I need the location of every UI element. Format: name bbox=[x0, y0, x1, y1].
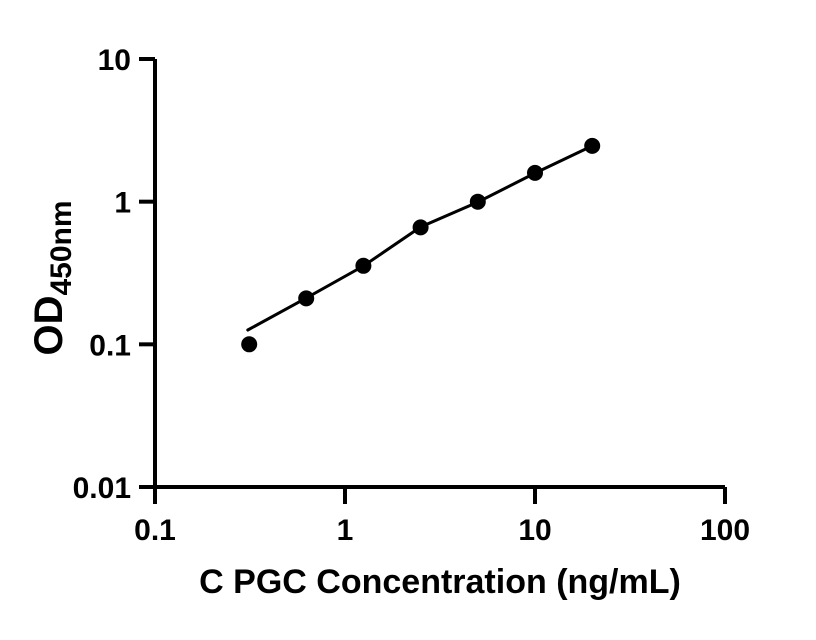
x-axis-title: C PGC Concentration (ng/mL) bbox=[199, 563, 681, 601]
x-tick-label: 0.1 bbox=[134, 514, 176, 547]
x-tick-label: 100 bbox=[700, 514, 750, 547]
y-axis-title-subscript: 450nm bbox=[45, 200, 78, 295]
data-point bbox=[469, 193, 486, 210]
data-point bbox=[298, 290, 315, 307]
y-tick-label: 10 bbox=[98, 44, 131, 77]
data-series bbox=[241, 137, 601, 353]
y-axis-title-main: OD bbox=[27, 296, 71, 356]
y-tick-label: 0.01 bbox=[73, 472, 131, 505]
data-point bbox=[584, 137, 601, 154]
data-point bbox=[241, 336, 258, 353]
x-tick-label: 10 bbox=[518, 514, 551, 547]
data-point bbox=[527, 164, 543, 181]
x-tick-label: 1 bbox=[337, 514, 354, 547]
data-point bbox=[355, 257, 372, 274]
data-point bbox=[412, 219, 429, 236]
y-tick-label: 1 bbox=[114, 187, 131, 220]
y-axis-title: OD450nm bbox=[27, 200, 78, 355]
y-tick-label: 0.1 bbox=[89, 329, 131, 362]
